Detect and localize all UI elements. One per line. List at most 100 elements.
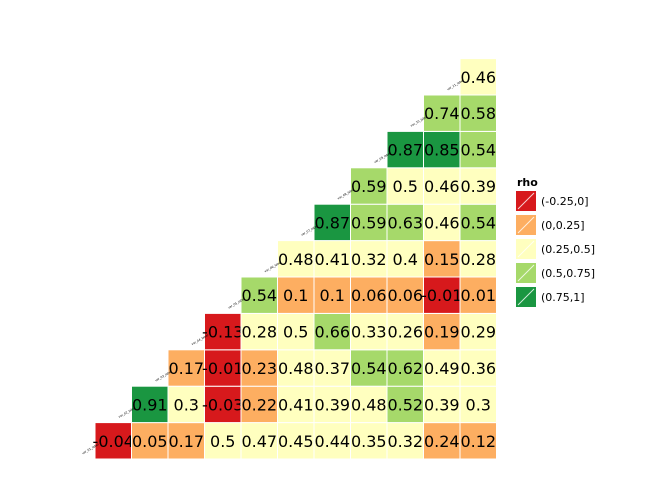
heatmap-cell bbox=[386, 203, 424, 242]
cell-value-label: 0.19 bbox=[424, 323, 460, 342]
heatmap-cell bbox=[459, 167, 497, 205]
cell-value-label: 0.41 bbox=[314, 250, 350, 269]
cell-value-label: 0.29 bbox=[460, 323, 496, 342]
cell-value-label: 0.59 bbox=[351, 213, 387, 232]
legend-title: rho bbox=[517, 176, 538, 189]
heatmap-cell bbox=[386, 385, 424, 424]
cell-value-label: 0.05 bbox=[132, 432, 168, 451]
heatmap-cell bbox=[386, 422, 424, 460]
legend-label: (0.5,0.75] bbox=[541, 267, 595, 280]
heatmap-cell bbox=[423, 422, 461, 460]
cell-value-label: 0.54 bbox=[460, 213, 496, 232]
heatmap-cell bbox=[350, 203, 388, 242]
heatmap-cell bbox=[459, 276, 497, 314]
cell-value-label: 0.17 bbox=[168, 359, 204, 378]
heatmap-cell bbox=[386, 130, 424, 169]
heatmap-cell bbox=[350, 312, 388, 351]
cell-value-label: 0.41 bbox=[278, 395, 314, 414]
cell-value-label: 0.48 bbox=[351, 395, 387, 414]
cell-value-label: -0.03 bbox=[202, 395, 243, 414]
cell-value-label: 0.1 bbox=[283, 286, 308, 305]
cells-layer: -0.040.05 0.17 0.5 0.47 0.45 0.44 0.35 0.32 0.24… bbox=[93, 58, 497, 460]
cell-value-label: 0.5 bbox=[393, 177, 418, 196]
heatmap-cell bbox=[313, 276, 351, 314]
heatmap-cell bbox=[423, 203, 461, 242]
cell-value-label: 0.44 bbox=[314, 432, 350, 451]
legend-key-slash bbox=[517, 240, 535, 258]
cell-value-label: -0.01 bbox=[421, 286, 462, 305]
cell-value-label: 0.66 bbox=[314, 323, 350, 342]
heatmap-cell bbox=[423, 385, 461, 424]
legend-key-slash bbox=[517, 288, 535, 306]
heatmap-cell bbox=[386, 240, 424, 278]
cell-value-label: 0.46 bbox=[460, 68, 496, 87]
heatmap-cell bbox=[204, 349, 242, 387]
heatmap-cell bbox=[423, 349, 461, 387]
heatmap-cell bbox=[94, 422, 132, 460]
cell-value-label: 0.22 bbox=[241, 395, 277, 414]
heatmap-cell bbox=[459, 58, 497, 96]
cell-value-label: 0.06 bbox=[387, 286, 423, 305]
cell-value-label: 0.54 bbox=[241, 286, 277, 305]
cell-value-label: 0.3 bbox=[174, 395, 199, 414]
legend-key-slash bbox=[517, 192, 535, 210]
heatmap-cell bbox=[167, 385, 205, 424]
heatmap-cell bbox=[350, 422, 388, 460]
cell-value-label: 0.49 bbox=[424, 359, 460, 378]
cell-value-label: 0.39 bbox=[460, 177, 496, 196]
cell-value-label: 0.35 bbox=[351, 432, 387, 451]
cell-value-label: 0.37 bbox=[314, 359, 350, 378]
cell-value-label: -0.01 bbox=[202, 359, 243, 378]
cell-value-label: 0.48 bbox=[278, 250, 314, 269]
cell-value-label: 0.3 bbox=[466, 395, 491, 414]
cell-value-label: 0.4 bbox=[393, 250, 418, 269]
cell-value-label: 0.74 bbox=[424, 104, 460, 123]
heatmap-cell bbox=[313, 385, 351, 424]
cell-value-label: 0.45 bbox=[278, 432, 314, 451]
cell-value-label: 0.87 bbox=[314, 213, 350, 232]
heatmap-cell bbox=[350, 349, 388, 387]
cell-value-label: 0.59 bbox=[351, 177, 387, 196]
cell-value-label: 0.32 bbox=[351, 250, 387, 269]
cell-value-label: 0.1 bbox=[320, 286, 345, 305]
cell-value-label: 0.32 bbox=[387, 432, 423, 451]
heatmap-cell bbox=[313, 240, 351, 278]
heatmap-cell bbox=[386, 312, 424, 351]
legend-label: (0,0.25] bbox=[541, 219, 585, 232]
cell-value-label: 0.48 bbox=[278, 359, 314, 378]
heatmap-cell bbox=[423, 94, 461, 132]
cell-value-label: 0.24 bbox=[424, 432, 460, 451]
heatmap-cell bbox=[423, 167, 461, 205]
cell-value-label: 0.39 bbox=[314, 395, 350, 414]
cell-value-label: 0.01 bbox=[460, 286, 496, 305]
heatmap-cell bbox=[277, 240, 315, 278]
heatmap-cell bbox=[386, 349, 424, 387]
cell-value-label: 0.5 bbox=[210, 432, 235, 451]
legend-label: (0.25,0.5] bbox=[541, 243, 595, 256]
cell-value-label: 0.28 bbox=[241, 323, 277, 342]
cell-value-label: 0.85 bbox=[424, 141, 460, 160]
cell-value-label: 0.54 bbox=[351, 359, 387, 378]
cell-value-label: -0.04 bbox=[93, 432, 134, 451]
cell-value-label: 0.46 bbox=[424, 213, 460, 232]
cell-value-label: -0.13 bbox=[202, 323, 243, 342]
cell-value-label: 0.36 bbox=[460, 359, 496, 378]
cell-value-label: 0.54 bbox=[460, 141, 496, 160]
heatmap-cell bbox=[459, 94, 497, 132]
cell-value-label: 0.28 bbox=[460, 250, 496, 269]
heatmap-cell bbox=[131, 385, 169, 424]
legend-label: (-0.25,0] bbox=[541, 195, 589, 208]
cell-value-label: 0.15 bbox=[424, 250, 460, 269]
legend-key-slash bbox=[517, 216, 535, 234]
heatmap-cell bbox=[204, 312, 242, 351]
cell-value-label: 0.17 bbox=[168, 432, 204, 451]
cell-value-label: 0.23 bbox=[241, 359, 277, 378]
heatmap-cell bbox=[350, 276, 388, 314]
legend: rho (-0.25,0] (0,0.25] (0.25,0.5] (0.5,0.75… bbox=[516, 176, 595, 307]
cell-value-label: 0.39 bbox=[424, 395, 460, 414]
heatmap-cell bbox=[350, 385, 388, 424]
heatmap-cell bbox=[350, 167, 388, 205]
heatmap-cell bbox=[131, 422, 169, 460]
